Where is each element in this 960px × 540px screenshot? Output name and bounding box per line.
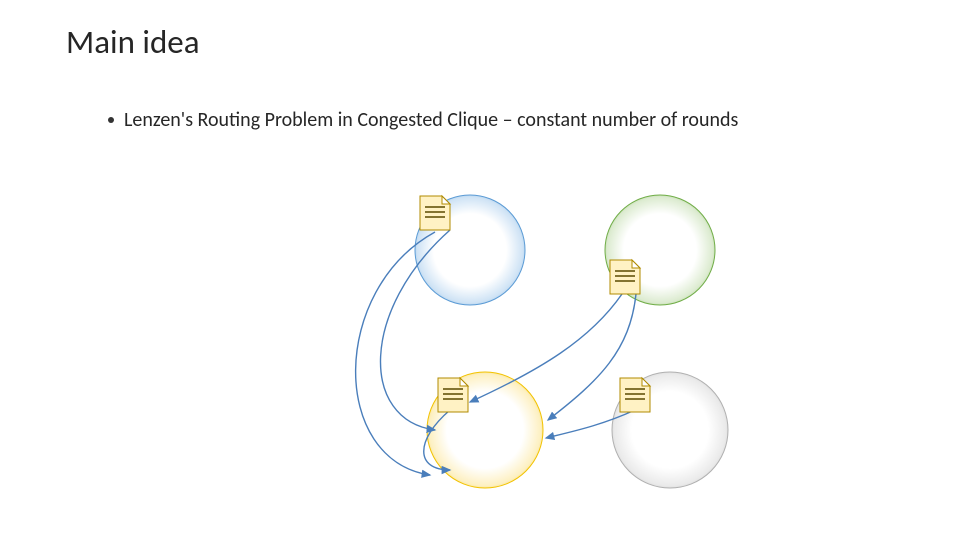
bullet-row: Lenzen's Routing Problem in Congested Cl… xyxy=(108,108,738,132)
routing-diagram xyxy=(300,170,760,500)
bullet-marker xyxy=(108,117,114,123)
note-yellow-document-icon xyxy=(438,378,468,412)
slide: Main idea Lenzen's Routing Problem in Co… xyxy=(0,0,960,540)
bullet-text: Lenzen's Routing Problem in Congested Cl… xyxy=(124,108,738,132)
slide-title: Main idea xyxy=(66,22,200,62)
note-gray-document-icon xyxy=(620,378,650,412)
note-green-document-icon xyxy=(610,260,640,294)
note-blue-document-icon xyxy=(420,196,450,230)
